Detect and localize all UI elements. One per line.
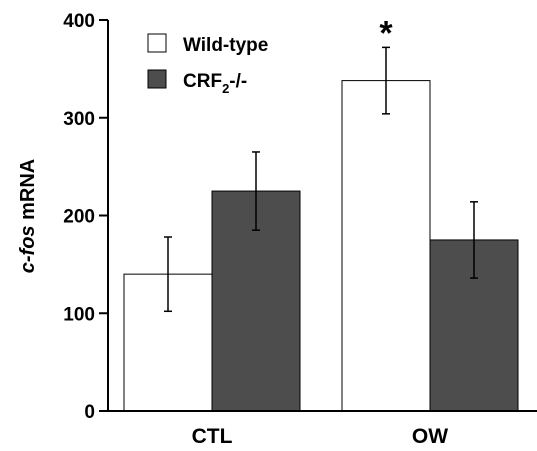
legend-label-wild-type: Wild-type — [183, 35, 268, 56]
legend-swatch-crf2-knockout — [147, 69, 167, 89]
axes-layer: CTL OW 0 100 200 300 400 — [63, 11, 537, 448]
legend: Wild-type CRF2-/- — [147, 33, 268, 96]
y-tick-label-100: 100 — [63, 304, 95, 325]
legend-label-crf2-base: CRF — [183, 71, 222, 92]
legend-label-crf2-knockout: CRF2-/- — [183, 71, 247, 96]
y-tick-label-300: 300 — [63, 109, 95, 130]
category-label-ow: OW — [412, 425, 448, 448]
significance-asterisk: * — [379, 14, 393, 52]
y-axis-label-rest: mRNA — [17, 159, 39, 226]
legend-label-crf2-suffix: -/- — [229, 71, 247, 92]
y-tick-label-200: 200 — [63, 207, 95, 228]
y-tick-label-0: 0 — [84, 402, 95, 423]
bars-layer — [123, 46, 519, 412]
category-label-ctl: CTL — [192, 425, 233, 448]
y-axis-label: c-fos mRNA — [17, 159, 39, 273]
y-axis-label-italic: c-fos — [17, 225, 39, 273]
bar-wild-type-ow — [341, 80, 431, 412]
legend-label-crf2-subscript: 2 — [222, 81, 229, 96]
y-tick-label-400: 400 — [63, 11, 95, 32]
legend-swatch-wild-type — [147, 33, 167, 53]
